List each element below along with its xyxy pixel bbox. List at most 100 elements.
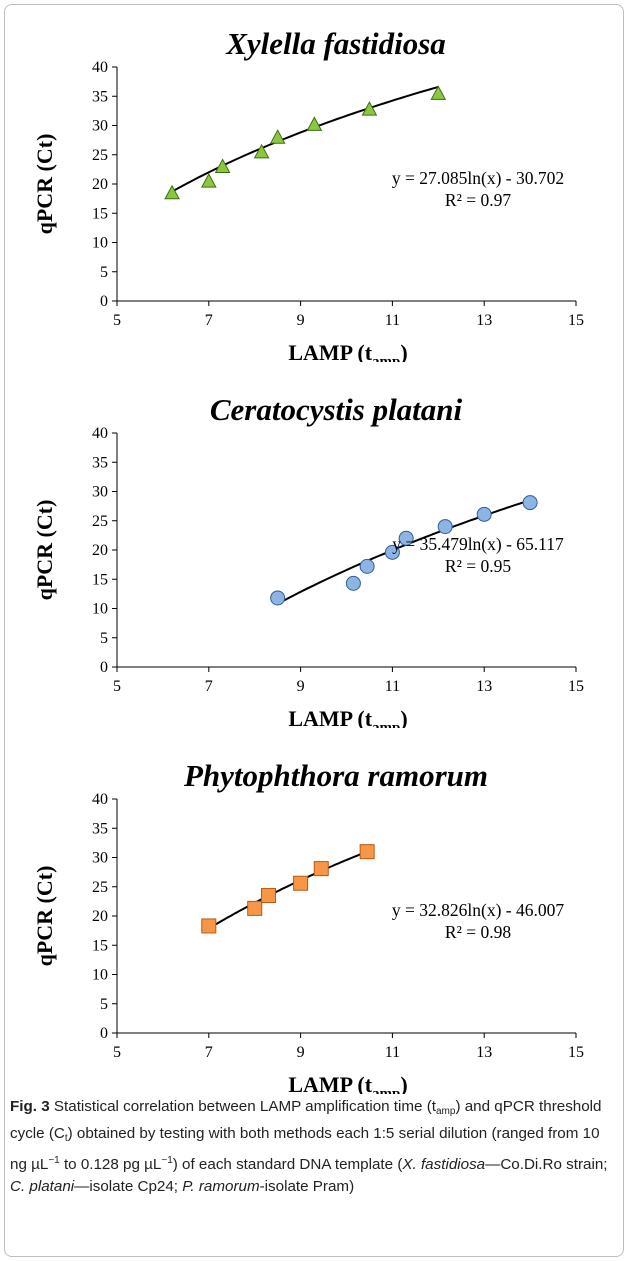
caption-sub: t bbox=[64, 1133, 68, 1144]
y-tick-label: 30 bbox=[92, 118, 108, 135]
y-tick-label: 5 bbox=[100, 264, 108, 281]
x-tick-label: 13 bbox=[476, 1044, 492, 1061]
trend-equation: y = 32.826ln(x) - 46.007 bbox=[392, 900, 564, 920]
r-squared: R² = 0.98 bbox=[445, 922, 511, 942]
x-tick-label: 15 bbox=[568, 1044, 584, 1061]
caption-sub: amp bbox=[436, 1106, 456, 1117]
x-tick-label: 9 bbox=[297, 312, 305, 329]
caption-sup: −1 bbox=[161, 1155, 173, 1166]
y-tick-label: 10 bbox=[92, 967, 108, 984]
data-point bbox=[200, 173, 217, 188]
x-axis-label: LAMP (tamp) bbox=[288, 706, 407, 728]
caption-text: Statistical correlation between LAMP amp… bbox=[49, 1098, 436, 1115]
x-axis-label: LAMP (tamp) bbox=[288, 1072, 407, 1094]
y-tick-label: 5 bbox=[100, 630, 108, 647]
y-tick-label: 40 bbox=[92, 791, 108, 808]
x-tick-label: 11 bbox=[385, 312, 400, 329]
x-tick-label: 7 bbox=[205, 312, 213, 329]
x-tick-label: 9 bbox=[297, 1044, 305, 1061]
y-tick-label: 0 bbox=[100, 293, 108, 310]
x-tick-label: 11 bbox=[385, 678, 400, 695]
y-axis-label: qPCR (Ct) bbox=[32, 500, 57, 601]
data-point bbox=[313, 861, 329, 877]
data-point bbox=[253, 143, 270, 159]
x-axis-label: LAMP (tamp) bbox=[288, 340, 407, 362]
data-point bbox=[384, 544, 400, 560]
data-point bbox=[270, 590, 286, 606]
caption-text: -isolate Pram) bbox=[259, 1178, 355, 1195]
y-axis-label: qPCR (Ct) bbox=[32, 134, 57, 235]
data-point bbox=[398, 530, 414, 546]
chart-title: Xylella fastidiosa bbox=[225, 26, 446, 61]
y-tick-label: 15 bbox=[92, 205, 108, 222]
y-axis-label: qPCR (Ct) bbox=[32, 866, 57, 967]
data-point bbox=[306, 116, 323, 131]
data-point bbox=[345, 575, 361, 591]
data-point bbox=[359, 558, 375, 574]
x-axis-label-sub: amp bbox=[372, 354, 400, 362]
caption-text: ) obtained by testing with both methods … bbox=[10, 1125, 600, 1173]
x-axis-label-main: LAMP (t bbox=[288, 706, 372, 728]
y-tick-label: 25 bbox=[92, 879, 108, 896]
x-tick-label: 9 bbox=[297, 678, 305, 695]
caption-text: ) and qPCR threshold cycle (C bbox=[10, 1098, 602, 1142]
y-tick-label: 35 bbox=[92, 454, 108, 471]
y-tick-label: 20 bbox=[92, 542, 108, 559]
y-tick-label: 30 bbox=[92, 850, 108, 867]
x-axis-label-sub: amp bbox=[372, 720, 400, 728]
caption-text: ) of each standard DNA template ( bbox=[172, 1156, 403, 1173]
y-tick-label: 20 bbox=[92, 176, 108, 193]
y-tick-label: 15 bbox=[92, 937, 108, 954]
trend-equation: y = 35.479ln(x) - 65.117 bbox=[392, 534, 564, 554]
x-tick-label: 7 bbox=[205, 678, 213, 695]
x-axis-label-sub: amp bbox=[372, 1086, 400, 1094]
x-tick-label: 15 bbox=[568, 678, 584, 695]
r-squared: R² = 0.95 bbox=[445, 556, 511, 576]
data-point bbox=[164, 184, 180, 200]
y-tick-label: 0 bbox=[100, 659, 108, 676]
x-axis-label-main: LAMP (t bbox=[288, 1072, 372, 1094]
data-point bbox=[522, 495, 538, 511]
data-point bbox=[214, 158, 231, 173]
figure-frame bbox=[4, 4, 624, 1257]
x-tick-label: 5 bbox=[113, 1044, 121, 1061]
y-tick-label: 40 bbox=[92, 425, 108, 442]
caption-fig-label: Fig. 3 bbox=[10, 1098, 50, 1115]
trend-equation: y = 27.085ln(x) - 30.702 bbox=[392, 168, 564, 188]
x-axis-label-close: ) bbox=[400, 1072, 407, 1094]
y-tick-label: 10 bbox=[92, 235, 108, 252]
y-tick-label: 25 bbox=[92, 513, 108, 530]
x-tick-label: 7 bbox=[205, 1044, 213, 1061]
data-point bbox=[437, 519, 453, 535]
y-tick-label: 0 bbox=[100, 1025, 108, 1042]
y-tick-label: 30 bbox=[92, 484, 108, 501]
data-point bbox=[359, 844, 375, 860]
y-tick-label: 5 bbox=[100, 996, 108, 1013]
caption-species: P. ramorum bbox=[182, 1178, 260, 1195]
caption-species: C. platani bbox=[10, 1178, 75, 1195]
x-tick-label: 5 bbox=[113, 678, 121, 695]
x-axis-label-close: ) bbox=[400, 706, 407, 728]
data-point bbox=[247, 900, 263, 916]
caption-text: —Co.Di.Ro strain; bbox=[485, 1156, 608, 1173]
data-point bbox=[269, 129, 286, 144]
data-point bbox=[361, 101, 378, 116]
caption-sup: −1 bbox=[48, 1155, 60, 1166]
trendline bbox=[208, 850, 368, 930]
data-point bbox=[476, 506, 492, 522]
caption-text: —isolate Cp24; bbox=[74, 1178, 183, 1195]
figure-caption: Fig. 3 Statistical correlation between L… bbox=[10, 1096, 618, 1198]
caption-text: to 0.128 pg µL bbox=[59, 1156, 162, 1173]
caption-species: X. fastidiosa bbox=[402, 1156, 486, 1173]
x-tick-label: 15 bbox=[568, 312, 584, 329]
y-tick-label: 20 bbox=[92, 908, 108, 925]
y-tick-label: 25 bbox=[92, 147, 108, 164]
data-point bbox=[430, 85, 447, 100]
x-tick-label: 11 bbox=[385, 1044, 400, 1061]
chart-title: Ceratocystis platani bbox=[210, 392, 463, 427]
y-tick-label: 35 bbox=[92, 820, 108, 837]
x-tick-label: 13 bbox=[476, 678, 492, 695]
